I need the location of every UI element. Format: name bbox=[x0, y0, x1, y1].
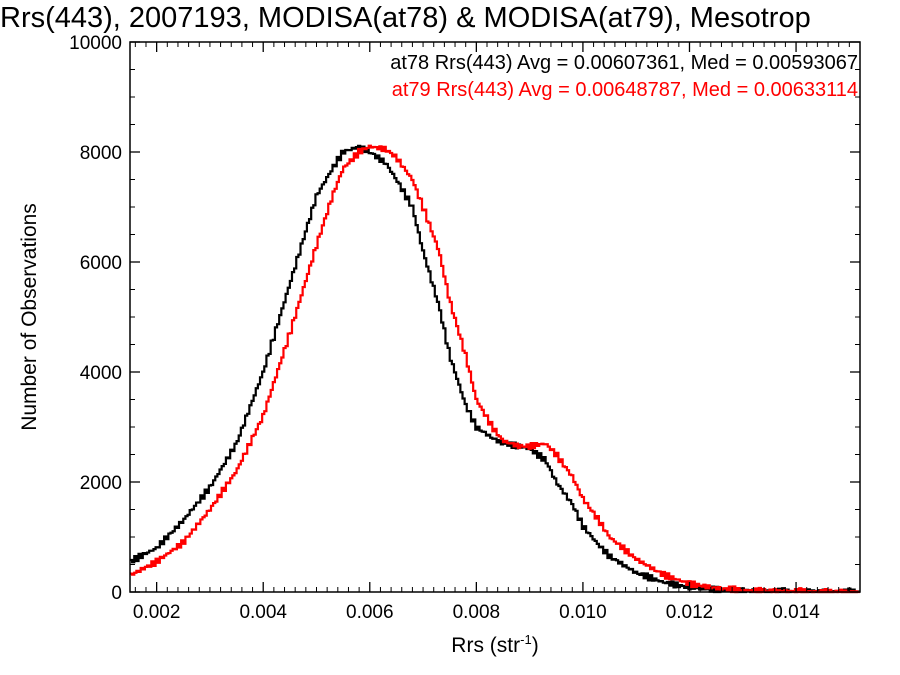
y-tick-label: 6000 bbox=[80, 253, 122, 274]
stats-annotation: at78 Rrs(443) Avg = 0.00607361, Med = 0.… bbox=[390, 52, 858, 74]
y-tick-label: 4000 bbox=[80, 363, 122, 384]
x-tick-label: 0.002 bbox=[133, 602, 181, 623]
y-axis-label: Number of Observations bbox=[18, 203, 41, 431]
x-axis-label-main: Rrs (str bbox=[451, 634, 520, 657]
axis-layer: 0.002 0.004 0.006 0.008 0.010 0.012 0.014 0 2000… bbox=[69, 33, 860, 623]
x-tick-label: 0.004 bbox=[239, 602, 287, 623]
x-tick-label: 0.012 bbox=[666, 602, 714, 623]
x-tick-label: 0.006 bbox=[346, 602, 394, 623]
series-layer bbox=[130, 144, 861, 594]
annotation-layer: at78 Rrs(443) Avg = 0.00607361, Med = 0.… bbox=[390, 52, 858, 101]
chart-title: Rrs(443), 2007193, MODISA(at78) & MODISA… bbox=[0, 2, 811, 34]
x-tick-label: 0.014 bbox=[772, 602, 820, 623]
series-line-at79 bbox=[130, 144, 861, 594]
series-line-at78 bbox=[130, 144, 861, 594]
x-axis-label: Rrs (str-1) bbox=[451, 632, 538, 657]
x-tick-label: 0.010 bbox=[559, 602, 607, 623]
plot-frame bbox=[129, 41, 861, 593]
x-axis-label-close: ) bbox=[532, 634, 539, 657]
x-tick-label: 0.008 bbox=[453, 602, 501, 623]
y-tick-label: 2000 bbox=[80, 473, 122, 494]
stats-annotation: at79 Rrs(443) Avg = 0.00648787, Med = 0.… bbox=[392, 79, 858, 101]
y-tick-label: 0 bbox=[111, 583, 122, 604]
y-tick-label: 10000 bbox=[69, 33, 122, 54]
y-tick-label: 8000 bbox=[80, 143, 122, 164]
x-axis-label-superscript: -1 bbox=[520, 632, 532, 647]
